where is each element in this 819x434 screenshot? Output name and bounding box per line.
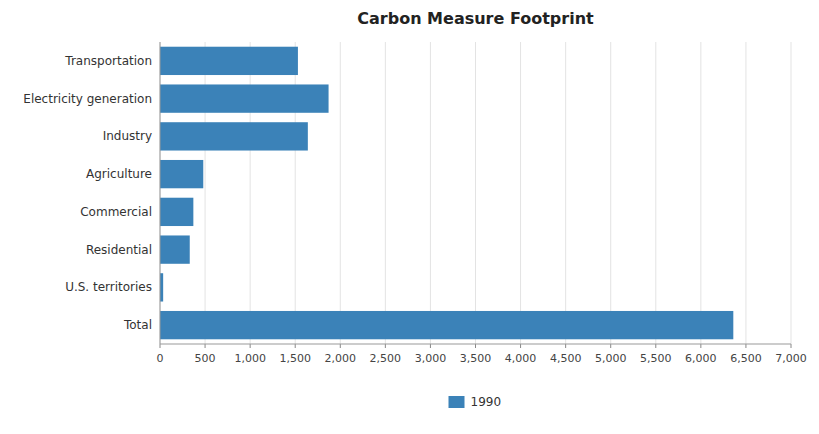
tick-label: 1,000 (234, 352, 266, 365)
tick-label: 3,000 (415, 352, 447, 365)
tick-label: 500 (195, 352, 216, 365)
grid (160, 42, 791, 344)
tick-mark (565, 344, 566, 348)
category-label: Agriculture (86, 167, 152, 181)
x-axis-line (160, 344, 791, 345)
grid-line (385, 42, 386, 344)
category-label: U.S. territories (65, 280, 152, 294)
bar (160, 122, 308, 150)
x-axis: 0 500 1,000 1,500 2,000 2,500 3,000 3,500 4,000 4… (157, 344, 807, 365)
grid-line (700, 42, 701, 344)
legend: 1990 (449, 395, 502, 409)
tick-mark (340, 344, 341, 348)
tick-mark (610, 344, 611, 348)
tick-mark (700, 344, 701, 348)
tick-mark (385, 344, 386, 348)
grid-line (340, 42, 341, 344)
category-label: Total (123, 318, 152, 332)
grid-line (565, 42, 566, 344)
bar (160, 235, 190, 263)
grid-line (745, 42, 746, 344)
grid-line (610, 42, 611, 344)
tick-mark (295, 344, 296, 348)
category-label: Residential (86, 243, 152, 257)
tick-label: 4,500 (550, 352, 582, 365)
tick-mark (430, 344, 431, 348)
tick-label: 5,000 (595, 352, 627, 365)
bar (160, 160, 203, 188)
tick-label: 0 (157, 352, 164, 365)
bar (160, 198, 193, 226)
tick-mark (205, 344, 206, 348)
tick-mark (475, 344, 476, 348)
grid-line (430, 42, 431, 344)
category-label: Transportation (64, 54, 152, 68)
y-axis-line (160, 42, 161, 344)
title: Carbon Measure Footprint (357, 9, 594, 28)
y-axis: Transportation Electricity generation Indu… (23, 54, 152, 332)
bar (160, 311, 733, 339)
category-label: Electricity generation (23, 92, 152, 106)
tick-label: 6,000 (685, 352, 717, 365)
legend-swatch (449, 396, 465, 408)
chart-svg: Carbon Measure Footprint 0 500 1,000 1,500 2,… (0, 0, 819, 434)
grid-line (520, 42, 521, 344)
grid-line (475, 42, 476, 344)
bars (160, 47, 733, 340)
chart-container: Carbon Measure Footprint 0 500 1,000 1,500 2,… (0, 0, 819, 434)
tick-mark (655, 344, 656, 348)
tick-label: 2,000 (325, 352, 357, 365)
grid-line (655, 42, 656, 344)
grid-line (791, 42, 792, 344)
tick-label: 5,500 (640, 352, 672, 365)
category-label: Industry (103, 129, 152, 143)
tick-label: 4,000 (505, 352, 537, 365)
tick-mark (160, 344, 161, 348)
tick-label: 1,500 (279, 352, 311, 365)
tick-mark (520, 344, 521, 348)
tick-label: 2,500 (370, 352, 402, 365)
grid-line (160, 42, 161, 344)
tick-mark (791, 344, 792, 348)
legend-label: 1990 (471, 395, 502, 409)
bar (160, 47, 298, 75)
category-label: Commercial (80, 205, 152, 219)
tick-label: 7,000 (775, 352, 807, 365)
tick-label: 6,500 (730, 352, 762, 365)
tick-mark (745, 344, 746, 348)
tick-label: 3,500 (460, 352, 492, 365)
bar (160, 84, 329, 112)
tick-mark (250, 344, 251, 348)
